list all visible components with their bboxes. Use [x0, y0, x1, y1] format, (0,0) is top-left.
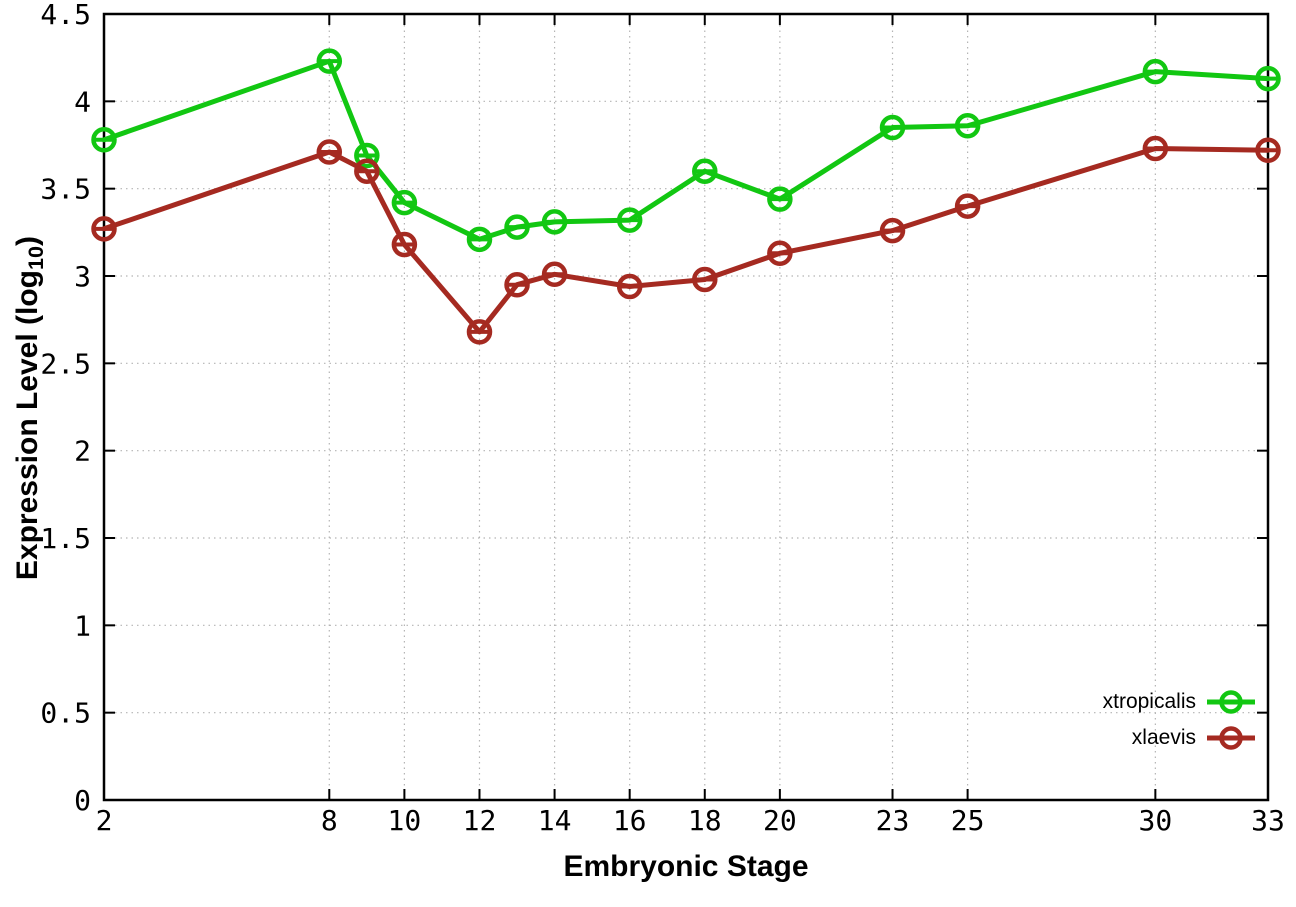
data-point-xtropicalis	[954, 113, 981, 139]
data-point-xtropicalis	[504, 214, 530, 240]
legend-marker-xtropicalis	[1207, 690, 1255, 714]
x-tick-label: 14	[538, 804, 572, 837]
y-tick-label: 1.5	[40, 522, 91, 555]
data-point-xlaevis	[767, 240, 793, 267]
y-axis-title-subscript: 10	[23, 245, 49, 270]
y-tick-label: 4	[74, 85, 91, 118]
legend-marker-xlaevis	[1207, 726, 1255, 750]
y-tick-label: 0.5	[40, 697, 91, 730]
x-tick-label: 12	[463, 804, 497, 837]
x-tick-label: 33	[1251, 804, 1285, 837]
y-tick-label: 3	[74, 260, 91, 293]
data-point-xlaevis	[504, 271, 530, 298]
data-point-xtropicalis	[354, 142, 380, 169]
series-line-xlaevis	[101, 146, 1271, 335]
data-point-xtropicalis	[767, 186, 793, 212]
data-point-xlaevis	[879, 217, 906, 244]
legend-label-xlaevis: xlaevis	[1131, 726, 1196, 749]
y-tick-label: 0	[74, 784, 91, 817]
data-point-xlaevis	[354, 158, 380, 184]
plot-border	[102, 12, 1270, 802]
data-point-xlaevis	[91, 216, 117, 242]
x-tick-label: 10	[388, 804, 422, 837]
x-tick-label: 8	[321, 804, 338, 837]
legend-label-xtropicalis: xtropicalis	[1102, 690, 1196, 713]
x-axis-title: Embryonic Stage	[563, 850, 809, 883]
data-point-xlaevis	[692, 266, 718, 293]
legend: xtropicalis xlaevis	[1103, 684, 1256, 756]
data-point-xlaevis	[316, 139, 343, 165]
x-tick-label: 25	[951, 804, 985, 837]
y-axis-title-main: Expression Level (log	[10, 269, 44, 581]
data-point-xtropicalis	[391, 189, 418, 216]
series-line-xtropicalis	[101, 58, 1271, 242]
data-point-xlaevis	[1142, 135, 1169, 162]
data-point-xlaevis	[466, 319, 493, 345]
data-point-xlaevis	[541, 261, 568, 288]
data-point-xtropicalis	[466, 226, 493, 253]
data-point-xtropicalis	[692, 158, 718, 184]
y-tick-label: 3.5	[40, 173, 91, 206]
legend-entry-xlaevis: xlaevis	[1132, 720, 1256, 756]
data-point-xtropicalis	[1255, 65, 1281, 92]
data-point-xtropicalis	[1142, 58, 1169, 85]
data-point-xtropicalis	[616, 207, 643, 233]
data-point-xlaevis	[1255, 137, 1281, 163]
y-tick-label: 2	[74, 435, 91, 468]
data-point-xlaevis	[391, 231, 418, 258]
data-point-xtropicalis	[316, 48, 343, 74]
y-tick-label: 4.5	[40, 0, 91, 31]
data-point-xtropicalis	[91, 127, 117, 153]
x-tick-label: 20	[763, 804, 797, 837]
x-tick-label: 2	[96, 804, 113, 837]
y-axis-title-end: )	[10, 235, 44, 246]
data-point-xtropicalis	[541, 209, 568, 235]
data-point-xlaevis	[954, 193, 981, 219]
data-point-xlaevis	[616, 273, 643, 300]
x-tick-label: 30	[1138, 804, 1172, 837]
legend-entry-xtropicalis: xtropicalis	[1103, 684, 1256, 720]
y-axis-title: Expression Level (log10)	[11, 15, 49, 801]
x-tick-label: 16	[613, 804, 647, 837]
y-tick-label: 2.5	[40, 347, 91, 380]
x-tick-label: 23	[876, 804, 910, 837]
y-tick-label: 1	[74, 609, 91, 642]
x-tick-label: 18	[688, 804, 722, 837]
data-point-xtropicalis	[879, 114, 906, 141]
